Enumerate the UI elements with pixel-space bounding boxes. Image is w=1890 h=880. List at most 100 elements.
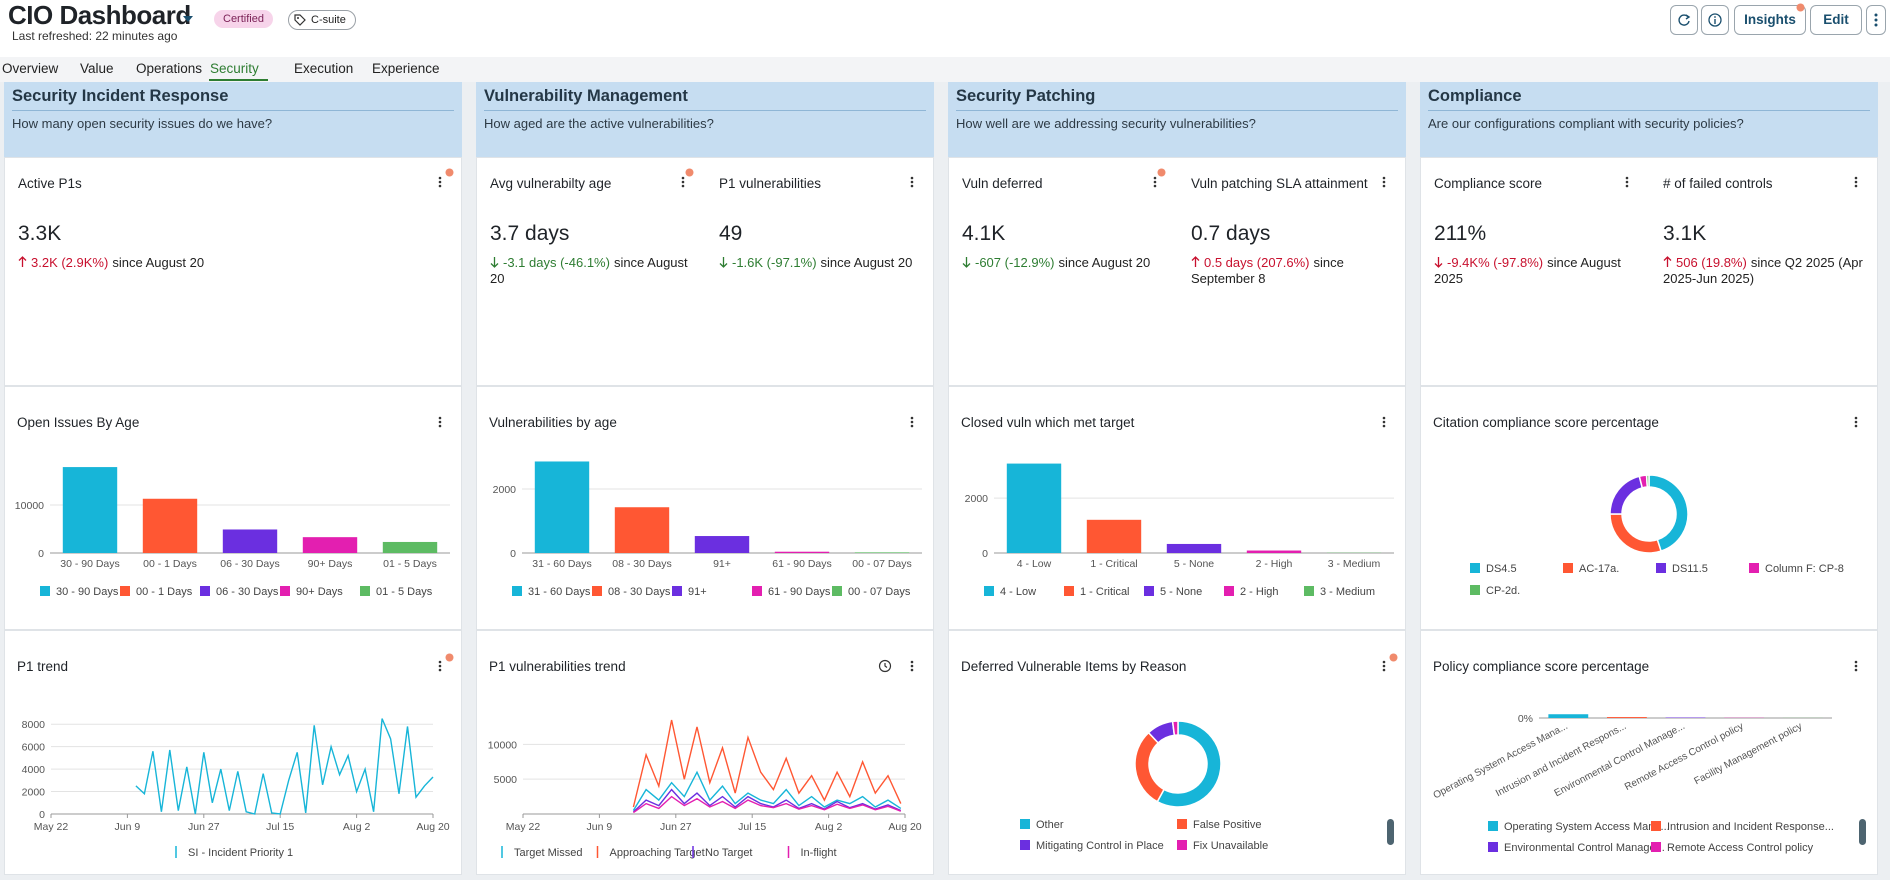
kebab-dot	[438, 184, 442, 188]
donut-segment	[1645, 474, 1650, 488]
legend-swatch	[1177, 819, 1187, 829]
kebab-dot	[681, 176, 685, 180]
tag-badge[interactable]: C-suite	[288, 10, 356, 30]
kebab-menu[interactable]	[438, 660, 442, 672]
kebab-dot	[1854, 668, 1858, 672]
tab[interactable]: Overview	[2, 61, 59, 76]
history-icon	[878, 659, 892, 673]
kebab-dot	[1854, 176, 1858, 180]
legend-swatch	[1304, 586, 1314, 596]
kpi-value: 49	[719, 222, 743, 245]
trend-arrow	[719, 257, 728, 268]
x-tick-label: Jun 27	[188, 821, 220, 833]
kebab-menu[interactable]	[438, 416, 442, 428]
legend-label: 00 - 07 Days	[848, 586, 911, 598]
y-tick-label: 2000	[493, 484, 517, 496]
more-button[interactable]	[1866, 5, 1886, 35]
info-button[interactable]	[1701, 5, 1729, 35]
x-tick-label: 08 - 30 Days	[612, 558, 672, 570]
bar	[62, 467, 118, 553]
x-tick-label: 1 - Critical	[1090, 558, 1137, 570]
section-question: How many open security issues do we have…	[12, 116, 273, 131]
kebab-menu[interactable]	[681, 176, 685, 188]
kebab-dot	[681, 184, 685, 188]
kpi: Active P1s 3.3K 3.2K (2.9K%) since August 2…	[5, 158, 461, 385]
dot	[1389, 653, 1398, 662]
tab[interactable]: Experience	[372, 61, 440, 76]
kpi-delta-row: -607 (-12.9%) since August 20	[962, 255, 1167, 271]
legend-swatch	[1563, 563, 1573, 573]
legend-label: No Target	[705, 847, 753, 859]
chart-card: Closed vuln which met target 0 2000 4 - Low…	[948, 386, 1406, 630]
legend-label: CP-2d.	[1486, 585, 1520, 597]
title-dropdown[interactable]	[183, 16, 193, 23]
legend-label: False Positive	[1193, 819, 1261, 831]
trend-arrow	[490, 257, 499, 268]
insights-button[interactable]: Insights	[1734, 5, 1806, 35]
x-tick-label: 3 - Medium	[1328, 558, 1381, 570]
kebab-dot	[910, 668, 914, 672]
y-tick-label: 2000	[965, 493, 989, 505]
arrow	[719, 257, 728, 268]
arrow	[490, 257, 499, 268]
kebab-menu[interactable]	[1382, 416, 1386, 428]
chart: 0% Operating System Access Mana...Intrusi…	[1432, 713, 1866, 854]
kpi-title: Avg vulnerabilty age	[490, 176, 612, 191]
tab[interactable]: Security	[210, 61, 259, 76]
line-series	[632, 788, 902, 813]
legend-swatch	[40, 586, 50, 596]
kebab-menu[interactable]	[438, 176, 442, 188]
donut-segment	[1171, 720, 1179, 737]
trend-arrow	[1663, 256, 1672, 267]
bar	[854, 552, 910, 553]
kebab-menu[interactable]	[1625, 176, 1629, 188]
legend-label: Target Missed	[514, 847, 582, 859]
edit-button[interactable]: Edit	[1810, 5, 1862, 35]
bar	[142, 498, 198, 553]
kebab-menu[interactable]	[1854, 660, 1858, 672]
kebab-dot	[910, 660, 914, 664]
y-tick-label: 10000	[15, 500, 44, 512]
kebab-menu[interactable]	[1382, 660, 1386, 672]
info-icon	[1708, 13, 1722, 27]
tab[interactable]: Operations	[136, 61, 203, 76]
kebab-menu[interactable]	[1153, 176, 1157, 188]
donut-segment	[1134, 731, 1166, 803]
trend-arrow	[962, 257, 971, 268]
legend-label: Column F: CP-8	[1765, 563, 1844, 575]
arrow	[1663, 256, 1672, 267]
legend-label: DS4.5	[1486, 563, 1517, 575]
legend-label: 00 - 1 Days	[136, 586, 193, 598]
legend-label: Mitigating Control in Place	[1036, 840, 1164, 852]
legend-label: 30 - 90 Days	[56, 586, 119, 598]
legend-swatch	[512, 586, 522, 596]
chart-title: Open Issues By Age	[17, 415, 140, 430]
kebab-menu[interactable]	[1382, 176, 1386, 188]
y-tick-label: 0%	[1518, 713, 1533, 725]
kebab-menu[interactable]	[910, 176, 914, 188]
bar	[614, 507, 670, 553]
chart-title: Deferred Vulnerable Items by Reason	[961, 659, 1187, 674]
tab[interactable]: Value	[80, 61, 114, 76]
kpi-since: since August 20	[820, 255, 913, 270]
kebab-menu[interactable]	[910, 416, 914, 428]
refresh-button[interactable]	[1670, 5, 1698, 35]
kebab-dot	[438, 664, 442, 668]
section-question: How well are we addressing security vuln…	[956, 116, 1256, 131]
kebab-menu[interactable]	[1854, 416, 1858, 428]
kebab-dot	[438, 416, 442, 420]
tab[interactable]: Execution	[294, 61, 354, 76]
scroll-handle	[1387, 819, 1394, 845]
kebab-menu[interactable]	[910, 660, 914, 672]
legend-swatch	[1177, 840, 1187, 850]
section-divider	[956, 110, 1398, 111]
dashboard-title[interactable]: CIO Dashboard	[8, 0, 191, 30]
trend-arrow	[1434, 257, 1443, 268]
kebab-dot	[438, 424, 442, 428]
legend-swatch	[1020, 819, 1030, 829]
kebab-dot	[910, 176, 914, 180]
dot	[445, 653, 454, 662]
notification-dot	[685, 168, 694, 177]
kebab-menu[interactable]	[1854, 176, 1858, 188]
x-tick-label: Aug 20	[888, 821, 921, 833]
